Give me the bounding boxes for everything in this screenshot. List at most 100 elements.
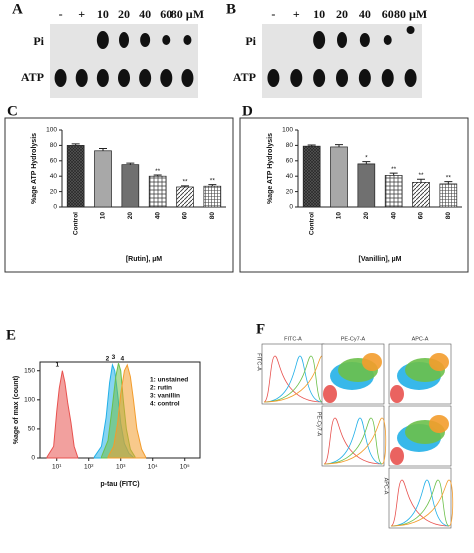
- bar: [121, 164, 140, 208]
- scatter-cloud: [362, 353, 382, 371]
- y-axis-label: %age ATP Hydrolysis: [31, 133, 38, 204]
- column-label: APC-A: [412, 336, 429, 342]
- atp-spot: [336, 69, 348, 87]
- x-axis-label: [Rutin], µM: [126, 256, 162, 263]
- error-bar: [71, 143, 80, 146]
- bar: [330, 146, 348, 208]
- lane-label: +: [293, 7, 300, 21]
- flow-cell: [321, 405, 385, 467]
- pi-spot: [140, 33, 151, 47]
- error-bar: [417, 178, 425, 183]
- x-tick-label: 10: [336, 212, 343, 220]
- column-label: PE-Cy7-A: [341, 336, 366, 342]
- x-axis-label: [Vanillin], µM: [359, 256, 402, 263]
- atp-spot: [96, 69, 109, 87]
- pi-spot: [337, 32, 347, 48]
- significance: **: [182, 179, 188, 186]
- error-bar: [126, 162, 135, 165]
- pi-spot: [406, 26, 415, 34]
- histogram-trace: [323, 417, 383, 465]
- histogram-trace: [263, 355, 323, 403]
- significance: **: [210, 177, 216, 184]
- lane-label: -: [271, 7, 275, 21]
- error-bar: [99, 147, 107, 151]
- error-bar: [362, 161, 371, 164]
- pi-spot: [313, 31, 326, 49]
- peak-label: 2: [106, 356, 110, 363]
- panel-label: C: [7, 103, 18, 119]
- legend-entry: 2: rutin: [150, 385, 172, 392]
- lane-label: 40: [359, 7, 371, 21]
- histogram-area: [46, 370, 79, 459]
- atp-spot: [290, 69, 303, 87]
- x-tick-label: Control: [308, 212, 315, 235]
- y-tick-label: 50: [28, 426, 36, 433]
- pi-spot: [162, 35, 171, 45]
- x-tick-label: 10¹: [52, 464, 62, 471]
- legend-entry: 1: unstained: [150, 377, 188, 384]
- atp-spot: [118, 69, 130, 87]
- histogram-trace: [263, 355, 323, 403]
- y-axis-label: %age ATP Hydrolysis: [267, 133, 274, 204]
- scatter-cloud: [429, 353, 449, 371]
- panel-label: E: [6, 327, 16, 343]
- atp-spot: [75, 69, 88, 87]
- panel-label: A: [12, 1, 23, 17]
- atp-spot: [181, 69, 194, 87]
- bar: [203, 185, 222, 208]
- row-label: APC-A: [383, 478, 389, 495]
- x-tick-label: 60: [182, 212, 189, 220]
- lane-label: 60: [382, 7, 394, 21]
- atp-spot: [381, 69, 394, 87]
- error-bar: [181, 185, 189, 187]
- panel-frame: [4, 117, 234, 273]
- peak-label: 1: [56, 361, 60, 368]
- atp-spot: [358, 69, 371, 87]
- x-tick-label: 80: [445, 212, 452, 220]
- x-tick-label: 20: [127, 212, 134, 220]
- y-tick-label: 100: [46, 127, 57, 134]
- bar: [357, 163, 376, 208]
- x-axis-label: p-tau (FITC): [100, 481, 139, 488]
- significance: **: [446, 174, 452, 181]
- y-tick-label: 60: [50, 158, 58, 165]
- band-label: Pi: [245, 34, 256, 48]
- y-tick-label: 100: [282, 127, 293, 134]
- column-label: FITC-A: [284, 336, 302, 342]
- scatter-cloud: [390, 385, 404, 403]
- legend-entry: 3: vanillin: [150, 393, 180, 400]
- bar: [384, 175, 403, 208]
- scatter-cloud: [323, 385, 337, 403]
- lane-label: 60: [160, 7, 172, 21]
- histogram-trace: [323, 417, 383, 465]
- error-bar: [153, 174, 162, 177]
- atp-spot: [54, 69, 67, 87]
- lane-label: 20: [336, 7, 348, 21]
- y-tick-label: 0: [53, 204, 57, 211]
- error-bar: [444, 181, 453, 184]
- atp-spot: [404, 69, 417, 87]
- x-tick-label: 80: [209, 212, 216, 220]
- peak-label: 4: [120, 356, 124, 363]
- atp-spot: [139, 69, 152, 87]
- lane-label: 10: [97, 7, 109, 21]
- histogram-trace: [390, 479, 454, 527]
- lane-label: 80 µM: [394, 7, 427, 21]
- bar: [412, 182, 430, 208]
- y-tick-label: 20: [50, 188, 58, 195]
- lane-label: 80 µM: [171, 7, 204, 21]
- lane-label: +: [78, 7, 85, 21]
- histogram-trace: [390, 479, 450, 527]
- band-label: ATP: [21, 70, 44, 84]
- bar: [94, 150, 112, 208]
- x-tick-label: 10²: [84, 464, 94, 471]
- x-tick-label: 60: [418, 212, 425, 220]
- scatter-cloud: [390, 447, 404, 465]
- peak-label: 3: [112, 354, 116, 361]
- panel-label: D: [242, 103, 253, 119]
- histogram-area: [107, 363, 147, 459]
- flow-cell: [388, 467, 452, 529]
- panel-label: B: [226, 1, 236, 17]
- x-tick-label: 20: [363, 212, 370, 220]
